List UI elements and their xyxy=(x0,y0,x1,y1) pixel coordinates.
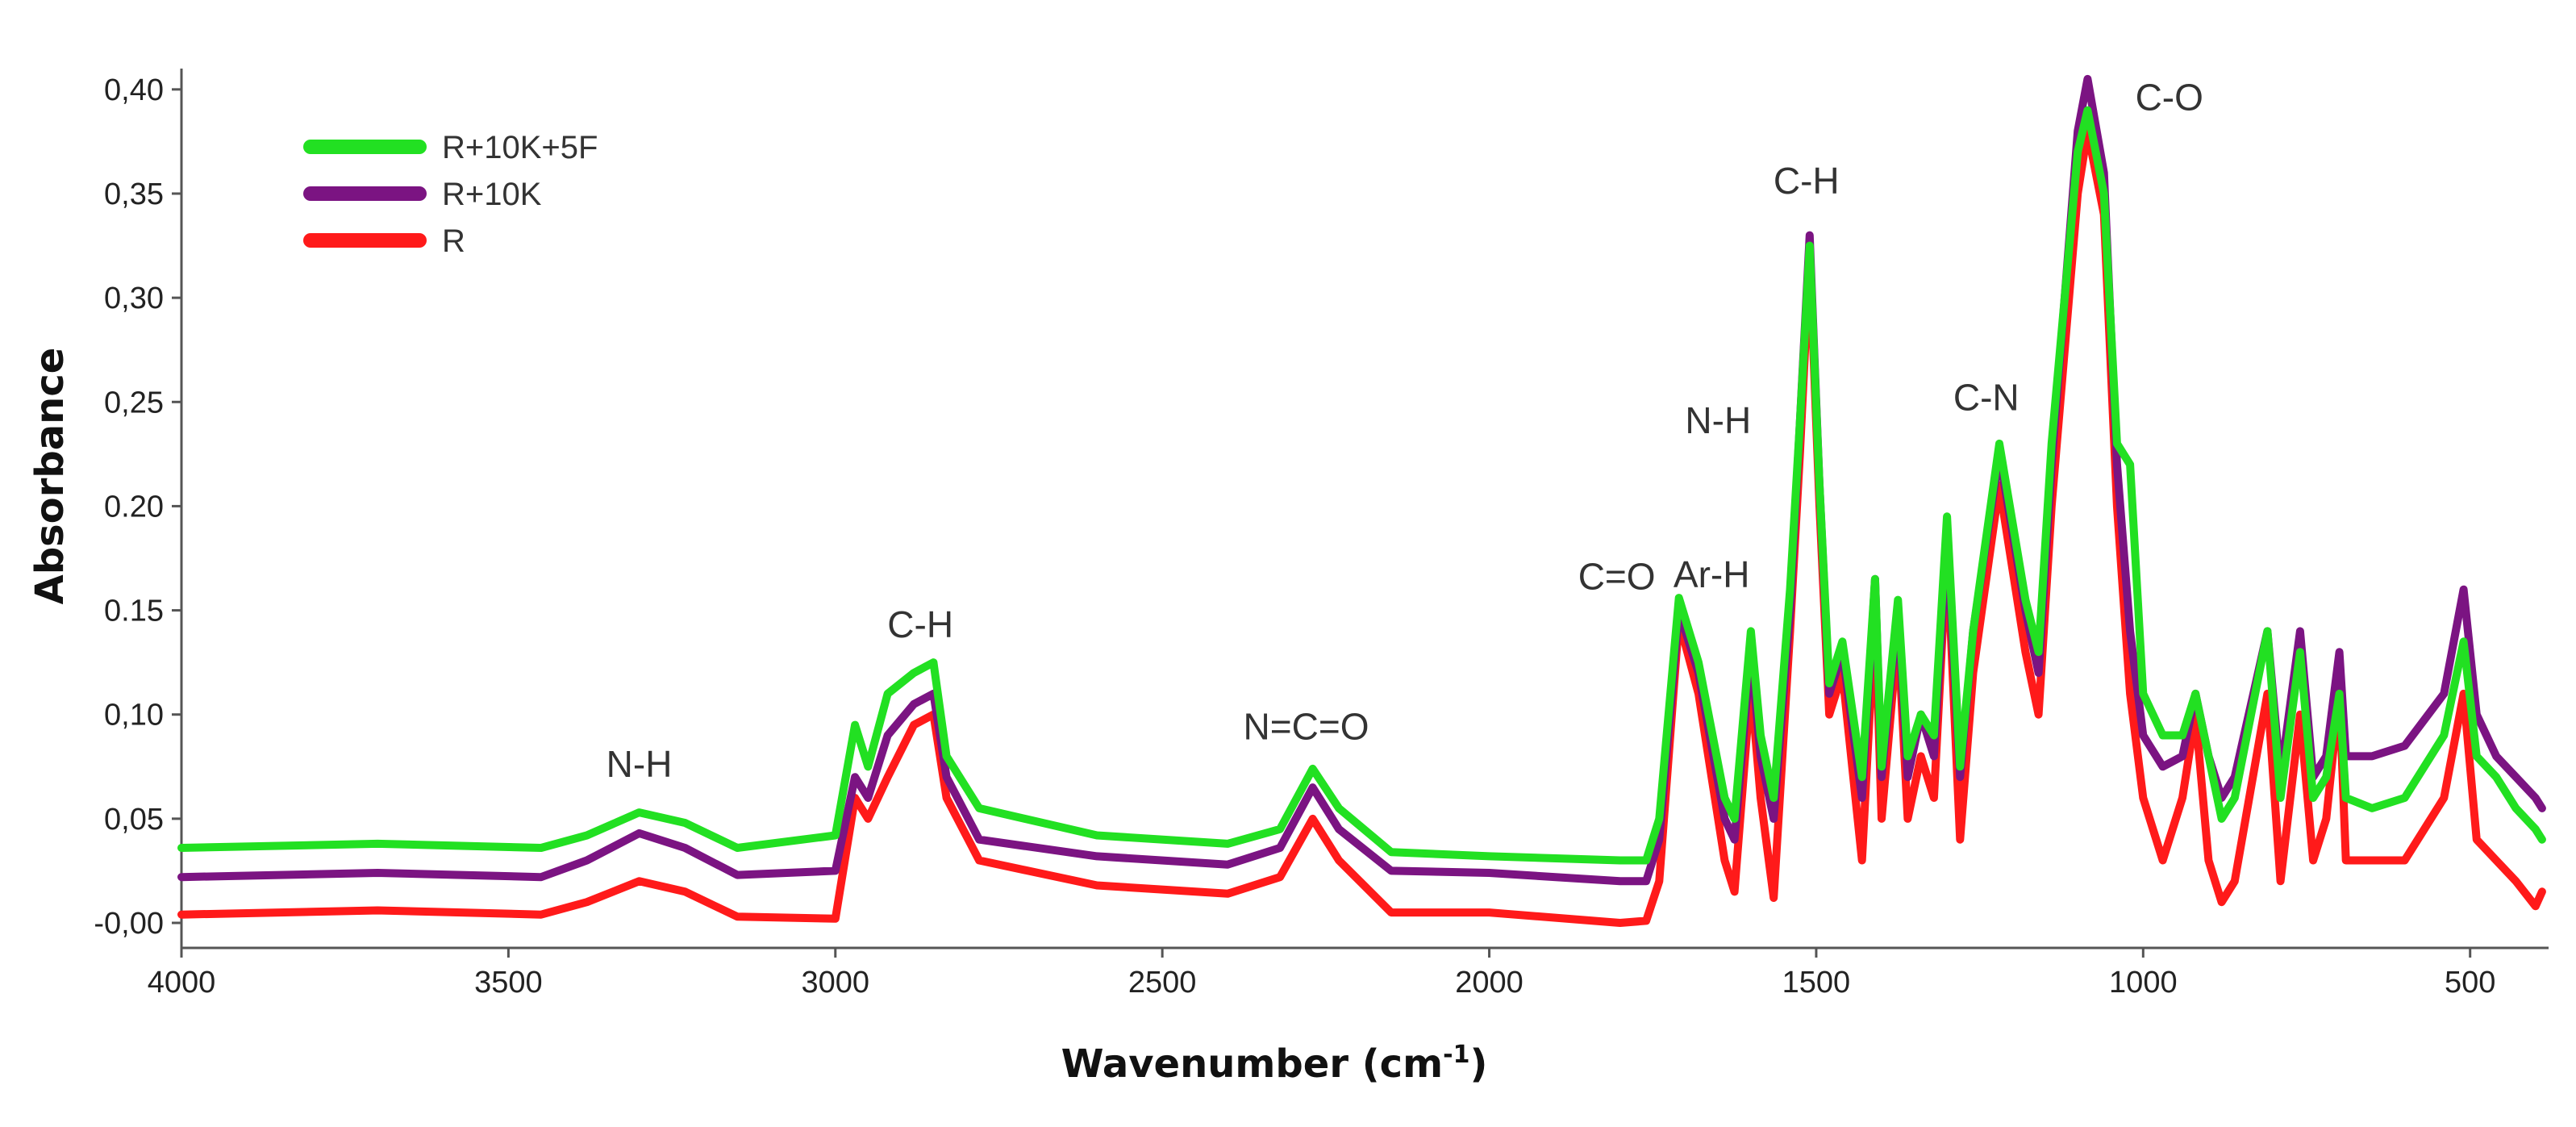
y-tick-label: 0,05 xyxy=(104,803,164,837)
y-tick-label: 0,10 xyxy=(104,699,164,733)
x-tick-label: 500 xyxy=(2445,966,2495,1000)
y-tick-label: 0,30 xyxy=(104,282,164,315)
y-tick-label: 0,35 xyxy=(104,177,164,211)
y-tick-label: -0,00 xyxy=(94,907,164,941)
y-axis-title: Absorbance xyxy=(27,348,73,605)
x-tick-label: 3500 xyxy=(474,966,543,1000)
peak-annotation: N-H xyxy=(606,743,673,785)
x-tick-label: 2500 xyxy=(1128,966,1197,1000)
series-line-r-10k-5f xyxy=(177,106,2546,865)
legend-label: R+10K xyxy=(442,177,542,212)
x-axis-title: Wavenumber (cm-1) xyxy=(1061,1041,1488,1087)
x-tick-label: 4000 xyxy=(148,966,216,1000)
x-axis-title-main: Wavenumber (cm xyxy=(1061,1041,1444,1087)
x-tick-label: 3000 xyxy=(802,966,870,1000)
y-ticks: -0,00 0,05 0,10 0.15 0.20 0,25 0,30 0,35 0,40 xyxy=(94,73,181,941)
peak-annotation: C-H xyxy=(1774,160,1840,202)
x-axis-title-superscript: -1 xyxy=(1443,1041,1469,1069)
x-ticks: 4000 3500 3000 2500 2000 1500 1000 500 xyxy=(148,948,2495,1000)
peak-annotation: N-H xyxy=(1685,399,1751,441)
y-tick-label: 0.20 xyxy=(104,490,164,524)
y-tick-label: 0,40 xyxy=(104,73,164,107)
peak-annotations: N-H C-H N=C=O C=O Ar-H N-H C-H C-N C-O xyxy=(606,77,2203,786)
peak-annotation: C=O xyxy=(1578,556,1656,598)
peak-annotation: N=C=O xyxy=(1244,706,1369,748)
y-tick-label: 0,25 xyxy=(104,386,164,419)
legend-label: R+10K+5F xyxy=(442,130,598,165)
peak-annotation: C-O xyxy=(2136,77,2203,119)
peak-annotation: C-N xyxy=(1953,377,2020,419)
legend: R+10K+5F R+10K R xyxy=(303,130,598,259)
series-line-r xyxy=(177,127,2546,927)
legend-label: R xyxy=(442,223,465,259)
peak-annotation: C-H xyxy=(887,603,953,645)
y-tick-label: 0.15 xyxy=(104,595,164,628)
series-group xyxy=(177,74,2546,927)
x-tick-label: 1500 xyxy=(1782,966,1851,1000)
peak-annotation: Ar-H xyxy=(1674,553,1750,595)
x-axis-title-close: ) xyxy=(1469,1041,1487,1087)
x-tick-label: 2000 xyxy=(1455,966,1524,1000)
x-tick-label: 1000 xyxy=(2109,966,2178,1000)
plot-area: 4000 3500 3000 2500 2000 1500 1000 500 -0,00 0,0… xyxy=(94,69,2549,1000)
